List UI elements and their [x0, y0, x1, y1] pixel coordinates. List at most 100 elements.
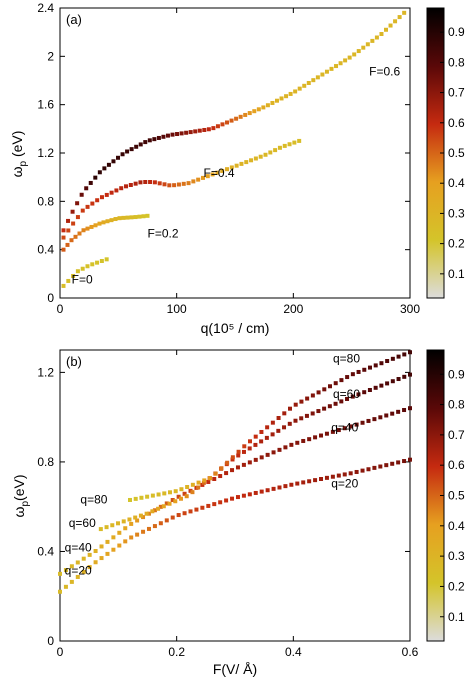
data-point-b-s1 [206, 479, 211, 484]
panel-a-label: (a) [66, 12, 82, 27]
curve-label: q=20 [65, 563, 92, 577]
data-point-b-s3 [316, 390, 321, 395]
data-point-b-s0 [360, 468, 365, 473]
y-tick-label: 0.4 [37, 243, 54, 257]
data-point-b-s1 [224, 471, 229, 476]
data-point-a-s2 [90, 201, 95, 206]
data-point-a-s3 [97, 170, 102, 175]
data-point-a-s1 [89, 224, 94, 229]
data-point-b-s3 [202, 478, 207, 483]
data-point-b-s0 [58, 589, 62, 594]
data-point-a-s3 [252, 109, 257, 114]
data-point-b-s3 [190, 482, 195, 487]
panel-a-ylabel-unit: (eV) [9, 131, 25, 161]
colorbar-tick-label: 0.6 [448, 116, 465, 130]
y-tick-label: 1.2 [37, 365, 54, 379]
data-point-a-s2 [138, 180, 143, 185]
data-point-a-s1 [137, 214, 142, 219]
data-point-b-s0 [224, 498, 229, 503]
data-point-a-s1 [97, 221, 102, 226]
data-point-b-s3 [339, 378, 344, 383]
data-point-a-s2 [191, 179, 196, 184]
data-point-b-s3 [133, 496, 138, 501]
data-point-b-s0 [87, 565, 92, 570]
data-point-a-s3 [238, 114, 243, 119]
curve-label: F=0 [72, 273, 93, 287]
data-point-b-s0 [141, 529, 146, 534]
data-point-b-s3 [390, 356, 395, 361]
data-point-a-s2 [253, 156, 258, 161]
data-point-b-s1 [170, 498, 175, 503]
panel-a: 0 100 200 300 0 0.4 0.8 1.2 1.6 2 2.4 F=0 F=0.2 F=0.… [9, 1, 420, 336]
data-point-b-s0 [63, 584, 68, 589]
data-point-b-s1 [366, 418, 371, 423]
data-point-a-s2 [210, 172, 215, 177]
data-point-b-s2 [201, 480, 206, 485]
data-point-a-s3 [147, 138, 152, 143]
data-point-a-s2 [287, 142, 292, 147]
data-point-b-s0 [158, 521, 163, 526]
data-point-a-s3 [175, 132, 180, 137]
colorbar-tick-label: 0.1 [448, 610, 465, 624]
data-point-b-s1 [277, 447, 282, 452]
data-point-b-s2 [173, 499, 178, 504]
data-point-a-s3 [261, 105, 266, 110]
data-point-a-s3 [352, 52, 357, 57]
data-point-b-s2 [379, 383, 384, 388]
data-point-a-s3 [129, 147, 134, 152]
data-point-b-s3 [168, 490, 172, 495]
data-point-b-s0 [241, 493, 246, 498]
data-point-a-s2 [297, 138, 302, 143]
curve-label: q=20 [331, 477, 358, 491]
data-point-a-s3 [193, 129, 198, 134]
data-point-b-s3 [185, 485, 190, 489]
data-point-b-s2 [287, 421, 292, 426]
data-point-b-s1 [348, 424, 353, 429]
data-point-b-s0 [348, 471, 353, 476]
data-point-a-s1 [141, 214, 146, 219]
data-point-a-s1 [77, 231, 82, 236]
data-point-b-s1 [212, 477, 217, 481]
data-point-b-s1 [301, 438, 306, 443]
data-point-b-s1 [75, 560, 80, 565]
data-point-b-s2 [356, 392, 361, 397]
data-point-a-s3 [311, 78, 316, 83]
data-point-b-s0 [384, 463, 389, 468]
data-point-a-s2 [128, 182, 133, 187]
data-point-a-s3 [265, 103, 270, 108]
data-point-a-s2 [196, 177, 201, 182]
data-point-a-s1 [113, 217, 118, 222]
data-point-a-s2 [133, 181, 138, 186]
data-point-a-s1 [61, 247, 66, 252]
data-point-a-s3 [356, 49, 361, 54]
data-point-a-s2 [292, 140, 297, 145]
data-point-b-s1 [105, 539, 110, 544]
data-point-b-s0 [129, 535, 134, 540]
colorbar-tick-label: 0.3 [448, 206, 465, 220]
data-point-a-s3 [93, 175, 98, 180]
data-point-b-s0 [182, 511, 187, 516]
data-point-a-s3 [202, 127, 207, 132]
panel-b-ylabel-main: ω [11, 506, 27, 517]
data-point-b-s3 [345, 375, 350, 380]
curve-label: q=80 [333, 351, 360, 365]
colorbar-tick-label: 0.2 [448, 579, 465, 593]
data-point-b-s0 [176, 513, 181, 518]
data-point-b-s2 [333, 401, 338, 406]
panel-a-ticks: 0 100 200 300 0 0.4 0.8 1.2 1.6 2 2.4 [37, 1, 420, 316]
data-point-a-s3 [247, 111, 252, 116]
data-point-b-s1 [230, 468, 235, 473]
data-point-a-s2 [176, 182, 181, 187]
curve-label: F=0.6 [369, 65, 400, 79]
data-point-b-s2 [304, 413, 309, 418]
data-point-a-s0 [85, 264, 90, 269]
data-point-b-s3 [408, 350, 412, 355]
data-point-b-s3 [259, 429, 264, 434]
data-point-b-s2 [247, 446, 252, 451]
data-point-b-s1 [319, 433, 324, 438]
data-point-a-s1 [81, 228, 86, 233]
data-point-b-s1 [117, 530, 122, 535]
data-point-a-s2 [75, 215, 80, 220]
data-point-b-s1 [289, 442, 294, 447]
data-point-a-s3 [279, 96, 284, 101]
